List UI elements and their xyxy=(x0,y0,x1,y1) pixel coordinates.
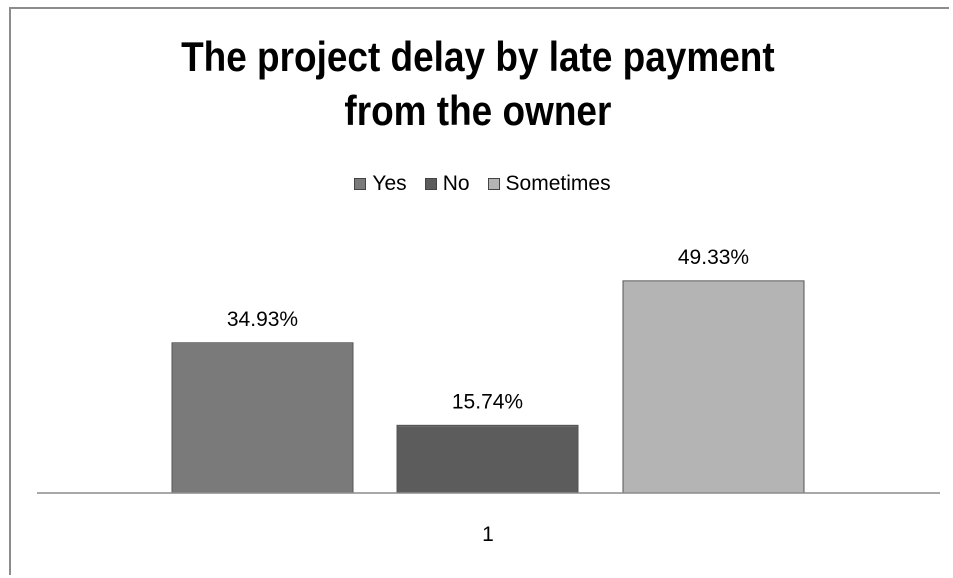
bar-group xyxy=(171,280,805,494)
legend-swatch-sometimes xyxy=(487,178,500,190)
chart-title: The project delay by late payment from t… xyxy=(59,30,898,138)
bar-yes xyxy=(171,342,354,494)
chart-title-line-1: The project delay by late payment xyxy=(181,33,775,80)
legend-item-sometimes: Sometimes xyxy=(487,172,611,196)
bar-no xyxy=(396,424,579,494)
legend-item-yes: Yes xyxy=(354,172,407,196)
data-label-group: 34.93% 15.74% 49.33% xyxy=(227,246,749,413)
x-tick-label: 1 xyxy=(482,523,494,546)
chart-title-line-2: from the owner xyxy=(344,87,612,134)
legend-label-no: No xyxy=(442,172,470,195)
legend-label-yes: Yes xyxy=(372,172,407,195)
legend-swatch-no xyxy=(424,178,437,190)
bar-bevel-no xyxy=(398,426,577,433)
data-label-yes: 34.93% xyxy=(227,308,298,331)
bar-bevel-sometimes xyxy=(624,281,803,288)
legend-label-sometimes: Sometimes xyxy=(505,172,611,195)
data-label-no: 15.74% xyxy=(452,390,523,413)
legend-item-no: No xyxy=(424,172,470,196)
legend-swatch-yes xyxy=(354,178,367,190)
bar-sometimes xyxy=(622,280,805,494)
data-label-sometimes: 49.33% xyxy=(678,246,749,269)
bar-bevel-yes xyxy=(173,343,352,350)
chart-legend: Yes No Sometimes xyxy=(6,172,953,196)
